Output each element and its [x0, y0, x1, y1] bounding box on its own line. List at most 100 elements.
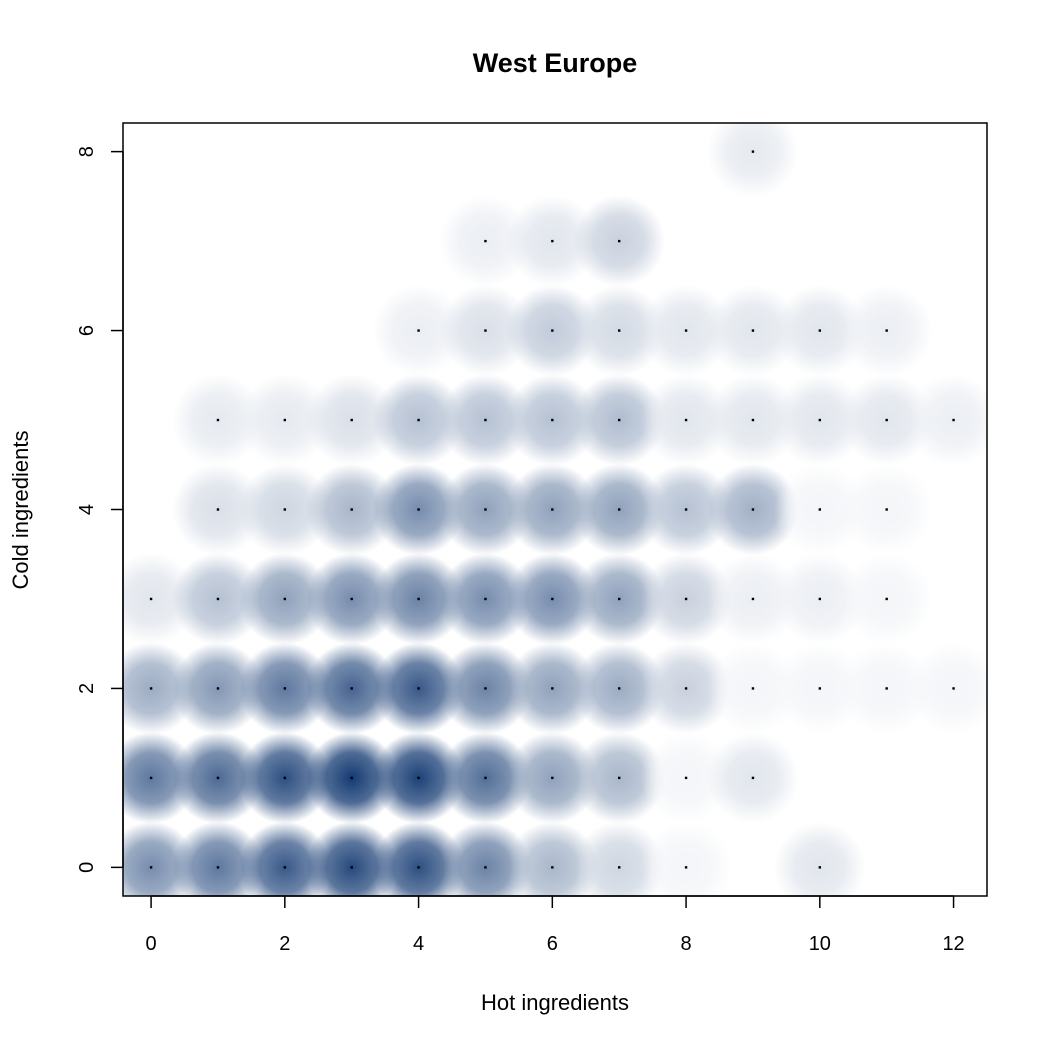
data-point — [350, 597, 353, 601]
x-tick-label: 10 — [809, 933, 831, 955]
data-point — [350, 508, 353, 511]
density-cell — [907, 374, 987, 467]
data-point — [684, 866, 688, 869]
data-point — [283, 687, 287, 690]
data-point — [684, 418, 688, 422]
x-axis: 0 2 4 6 8 10 12 — [146, 895, 965, 955]
data-point — [283, 418, 287, 422]
y-axis-label: Cold ingredients — [8, 431, 33, 590]
data-point — [551, 418, 554, 422]
y-tick-label: 4 — [76, 504, 98, 515]
data-point — [885, 597, 888, 601]
data-point — [417, 418, 420, 422]
x-tick-label: 6 — [547, 933, 558, 955]
data-point — [684, 687, 688, 690]
data-point — [149, 597, 153, 601]
data-point — [818, 329, 822, 332]
data-point — [551, 508, 554, 511]
data-point — [350, 776, 353, 780]
y-tick-label: 2 — [76, 683, 98, 694]
data-point — [283, 866, 287, 869]
data-point — [751, 687, 755, 690]
x-tick-label: 2 — [279, 933, 290, 955]
data-point — [551, 597, 554, 601]
data-point — [149, 866, 153, 869]
data-point — [417, 597, 420, 601]
data-point — [216, 508, 220, 511]
data-point — [484, 329, 487, 332]
data-point — [149, 776, 153, 780]
data-point — [283, 776, 287, 780]
y-axis: 0 2 4 6 8 — [76, 146, 124, 873]
data-point — [350, 418, 353, 422]
data-point — [417, 687, 420, 690]
data-point — [684, 508, 688, 511]
x-tick-label: 4 — [413, 933, 424, 955]
data-point — [551, 776, 554, 780]
data-point — [216, 866, 220, 869]
data-point — [751, 597, 755, 601]
data-point — [751, 150, 755, 153]
data-point — [417, 866, 420, 869]
density-cell — [706, 123, 799, 198]
data-point — [484, 866, 487, 869]
density-cell — [640, 821, 733, 896]
data-point — [484, 597, 487, 601]
data-point — [484, 418, 487, 422]
data-point — [684, 329, 688, 332]
data-point — [617, 418, 621, 422]
data-point — [818, 866, 822, 869]
data-point — [885, 508, 888, 511]
data-point — [818, 508, 822, 511]
data-point — [350, 866, 353, 869]
data-point — [818, 687, 822, 690]
data-point — [751, 508, 755, 511]
data-point — [617, 508, 621, 511]
data-point — [684, 776, 688, 780]
data-point — [216, 687, 220, 690]
data-point — [617, 329, 621, 332]
chart-title: West Europe — [473, 48, 638, 78]
density-cell — [907, 642, 987, 735]
data-point — [617, 687, 621, 690]
data-point — [885, 418, 888, 422]
plot-area — [123, 123, 987, 896]
data-point — [216, 597, 220, 601]
data-point — [417, 776, 420, 780]
data-point — [617, 776, 621, 780]
data-point — [484, 687, 487, 690]
y-tick-label: 0 — [76, 862, 98, 873]
data-point — [484, 508, 487, 511]
data-point — [751, 776, 755, 780]
data-point — [751, 329, 755, 332]
data-point — [885, 687, 888, 690]
data-point — [684, 597, 688, 601]
data-point — [617, 866, 621, 869]
y-tick-label: 8 — [76, 146, 98, 157]
data-point — [283, 508, 287, 511]
data-point — [952, 687, 955, 690]
x-axis-label: Hot ingredients — [481, 990, 629, 1015]
data-point — [484, 776, 487, 780]
data-point — [885, 329, 888, 332]
data-point — [751, 418, 755, 422]
data-point — [551, 687, 554, 690]
data-point — [350, 687, 353, 690]
data-point — [818, 418, 822, 422]
y-tick-label: 6 — [76, 325, 98, 336]
data-point — [149, 687, 153, 690]
data-point — [216, 418, 220, 422]
data-point — [617, 239, 621, 243]
data-point — [551, 239, 554, 243]
x-tick-label: 8 — [681, 933, 692, 955]
x-tick-label: 12 — [942, 933, 964, 955]
density-cell — [773, 821, 866, 896]
data-point — [417, 329, 420, 332]
data-point — [484, 239, 487, 243]
data-point — [952, 418, 955, 422]
data-point — [283, 597, 287, 601]
data-point — [818, 597, 822, 601]
data-point — [417, 508, 420, 511]
data-point — [617, 597, 621, 601]
